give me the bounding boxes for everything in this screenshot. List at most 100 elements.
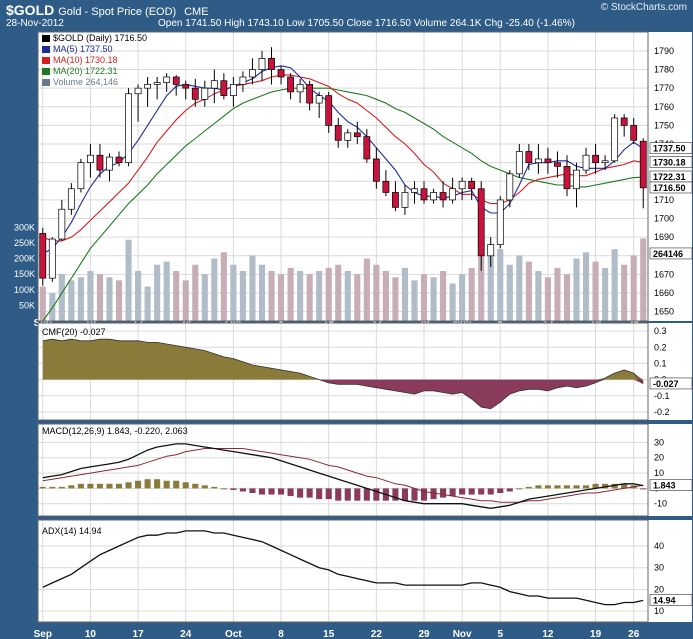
- candle-body: [268, 58, 275, 70]
- volume-bar: [611, 249, 618, 321]
- macd-histogram-bar: [39, 486, 46, 489]
- candle-body: [420, 188, 428, 201]
- adx-y-tick-label: 40: [654, 541, 664, 551]
- volume-bar: [96, 274, 104, 321]
- price-y-tick-label: 1700: [654, 214, 674, 224]
- macd-histogram-bar: [506, 488, 513, 492]
- macd-histogram-bar: [316, 488, 323, 500]
- volume-bar: [49, 292, 56, 321]
- bottom-x-tick-label: 5: [497, 629, 503, 639]
- adx-y-tick-label: 10: [654, 606, 664, 616]
- macd-histogram-bar: [602, 483, 609, 489]
- candle-body: [325, 95, 333, 126]
- stockcharts-brand[interactable]: © StockCharts.com: [600, 2, 687, 13]
- macd-histogram-bar: [277, 488, 285, 495]
- candle-body: [296, 84, 304, 93]
- candle-body: [458, 180, 466, 190]
- cmf-title: CMF(20) -0.027: [42, 327, 106, 337]
- price-y-tick-label: 1690: [654, 232, 674, 242]
- macd-histogram-bar: [373, 488, 380, 501]
- volume-bar: [459, 274, 466, 321]
- volume-bar: [411, 280, 418, 321]
- candle-body: [201, 87, 209, 100]
- candle-body: [277, 69, 285, 78]
- price-y-tick-label: 1660: [654, 288, 674, 298]
- panel-3-frame: [38, 424, 648, 516]
- panel-3-border: [37, 423, 649, 517]
- chart-date: 28-Nov-2012: [6, 18, 64, 29]
- volume-bar: [563, 274, 571, 321]
- macd-histogram-bar: [497, 488, 504, 493]
- candle-body: [506, 173, 514, 201]
- price-tag: [649, 142, 693, 154]
- macd-histogram-bar: [344, 488, 351, 501]
- macd-histogram-bar: [211, 486, 218, 489]
- panel-4-frame: [38, 520, 648, 622]
- volume-bar: [621, 264, 628, 321]
- bottom-x-tick-label: 12: [542, 629, 554, 639]
- volume-bar: [401, 267, 409, 321]
- candle-body: [153, 82, 161, 85]
- candle-body: [382, 180, 390, 193]
- legend-swatch: [42, 79, 50, 86]
- volume-bar: [77, 277, 84, 321]
- legend-label: MA(5) 1737.50: [53, 44, 113, 54]
- volume-bar: [335, 264, 342, 321]
- macd-y-tick-label: -10: [654, 499, 667, 509]
- candle-body: [77, 162, 85, 190]
- panel-1-border: [37, 31, 649, 322]
- volume-bar: [516, 255, 523, 321]
- macd-histogram-bar: [77, 483, 84, 489]
- macd-histogram-bar: [49, 486, 56, 489]
- legend-label: MA(10) 1730.18: [53, 55, 118, 65]
- volume-bar: [154, 264, 161, 321]
- candle-body: [630, 125, 638, 141]
- price-y-tick-label: 1750: [654, 120, 674, 130]
- volume-bar: [344, 271, 351, 321]
- candle-body: [411, 188, 418, 193]
- candle-body: [344, 132, 352, 141]
- macd-histogram-bar: [440, 488, 447, 498]
- candle-body: [58, 208, 66, 240]
- candle-body: [582, 154, 590, 171]
- macd-histogram-bar: [430, 488, 437, 500]
- candle-body: [487, 244, 495, 257]
- macd-y-tick-label: 20: [654, 453, 664, 463]
- candle-body: [163, 76, 171, 83]
- macd-histogram-bar: [640, 488, 647, 490]
- price-y-tick-label: 1760: [654, 102, 674, 112]
- macd-histogram-bar: [611, 483, 618, 489]
- bottom-x-tick-label: 22: [371, 629, 383, 639]
- bottom-x-tick-label: Nov: [453, 629, 472, 639]
- price-tag-label: 264146: [653, 249, 683, 259]
- macd-histogram-bar: [420, 488, 428, 501]
- macd-line: [42, 443, 644, 509]
- macd-signal-line: [42, 448, 644, 503]
- macd-histogram-bar: [144, 479, 151, 489]
- macd-histogram-bar: [592, 483, 599, 489]
- cmf-value-label: -0.027: [653, 379, 679, 389]
- volume-bar: [277, 274, 285, 321]
- candle-body: [392, 192, 399, 208]
- macd-value-label: 1.843: [653, 481, 676, 491]
- volume-bar: [535, 271, 542, 321]
- macd-title: MACD(12,26,9) 1.843, -0.220, 2.063: [42, 426, 188, 436]
- adx-title: ADX(14) 14.94: [42, 526, 102, 536]
- macd-value-tag: [649, 479, 693, 491]
- macd-histogram-bar: [258, 488, 266, 495]
- price-tag: [649, 181, 693, 194]
- macd-histogram-bar: [297, 488, 304, 498]
- candle-body: [96, 154, 104, 171]
- volume-bar: [115, 280, 123, 321]
- bottom-x-tick-label: Oct: [225, 629, 242, 639]
- volume-bar: [640, 238, 647, 321]
- candle-body: [534, 158, 542, 164]
- volume-bar: [582, 252, 590, 321]
- macd-histogram-bar: [135, 480, 142, 489]
- ohlc-summary: Open 1741.50 High 1743.10 Low 1705.50 Cl…: [158, 18, 575, 29]
- adx-y-tick-label: 30: [654, 563, 664, 573]
- candle-body: [639, 140, 647, 189]
- ticker-symbol: $GOLD Gold - Spot Price (EOD) CME: [6, 2, 209, 18]
- candle-body: [229, 84, 237, 96]
